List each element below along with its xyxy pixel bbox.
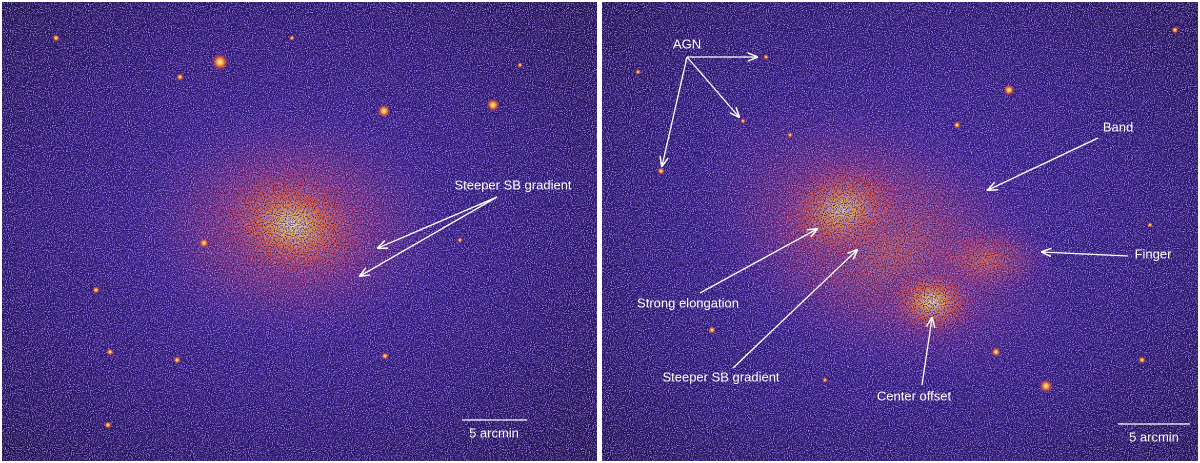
annotation-label: Finger xyxy=(1135,246,1173,261)
noise-dark xyxy=(2,2,597,461)
arrow xyxy=(921,318,932,386)
noise-dark xyxy=(602,2,1198,461)
annotation-label: Center offset xyxy=(877,388,952,403)
arrow xyxy=(360,196,498,276)
annotation-label: AGN xyxy=(673,36,701,51)
left-panel: Steeper SB gradient 5 arcmin xyxy=(2,2,597,461)
scale-label: 5 arcmin xyxy=(469,425,519,440)
arrow xyxy=(686,56,739,117)
point-sources xyxy=(635,26,1179,393)
arrow xyxy=(378,196,498,248)
annotation-label: Steeper SB gradient xyxy=(662,369,779,384)
arrow xyxy=(732,250,857,369)
arrow xyxy=(662,56,688,166)
annotation-label: Steeper SB gradient xyxy=(454,177,571,192)
right-panel: AGN Band Finger Strong elongation Steepe… xyxy=(602,2,1198,461)
annotation-label: Strong elongation xyxy=(637,295,739,310)
arrow xyxy=(699,229,817,294)
arrow xyxy=(1042,252,1129,256)
scale-label: 5 arcmin xyxy=(1129,429,1179,444)
point-sources xyxy=(52,34,523,429)
annotations: AGN Band Finger Strong elongation Steepe… xyxy=(637,36,1190,444)
arrow xyxy=(988,137,1099,190)
annotation-label: Band xyxy=(1103,119,1133,134)
annotations: Steeper SB gradient 5 arcmin xyxy=(360,177,572,440)
